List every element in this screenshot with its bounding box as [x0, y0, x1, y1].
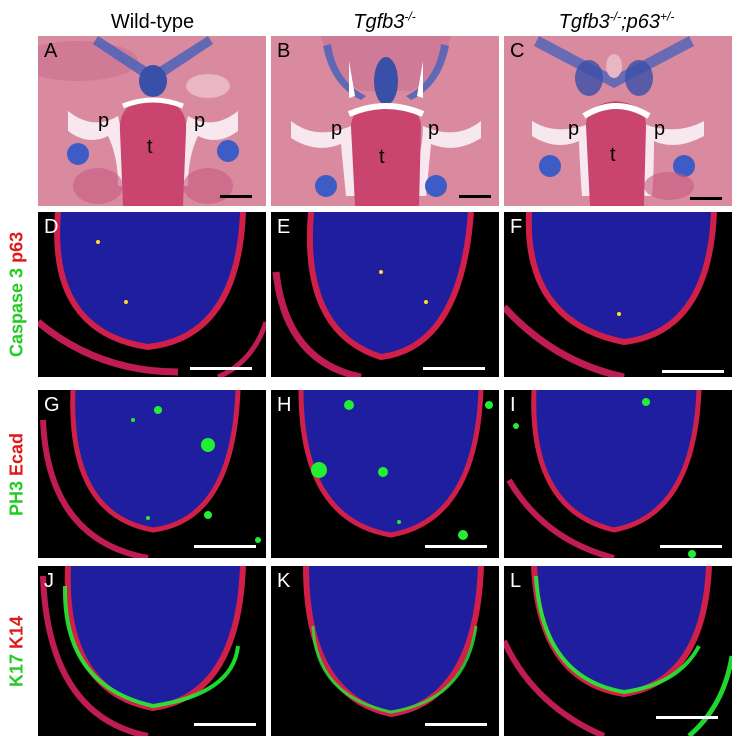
row-label-green: K17 [6, 653, 27, 687]
column-header-sup: -/- [404, 9, 416, 24]
scale-bar [425, 545, 487, 548]
panel-letter: B [277, 40, 291, 62]
row-label-ph3-ecad: PH3 Ecad [2, 390, 32, 558]
scale-bar [194, 723, 256, 726]
column-header-text-2: ;p63 [621, 11, 661, 33]
column-header-text: Tgfb3 [353, 11, 405, 33]
row-label-caspase3-p63: Caspase 3 p63 [2, 212, 32, 377]
column-header-text: Tgfb3 [558, 11, 610, 33]
panel-f-caspase3-p63: F [504, 212, 732, 377]
panel-a-histology: A p t p [38, 36, 266, 206]
panel-b-histology: B p t p [271, 36, 499, 206]
panel-letter: H [277, 394, 292, 416]
palate-label-left: p [331, 118, 343, 140]
palate-label-left: p [98, 110, 110, 132]
row-label-red: K14 [6, 615, 27, 649]
fluorescence-image [271, 390, 499, 558]
scale-bar [423, 367, 485, 370]
row-label-red: Ecad [6, 432, 27, 476]
panel-d-caspase3-p63: D [38, 212, 266, 377]
scale-bar [459, 195, 491, 198]
column-header-tgfb3-null: Tgfb3-/- [272, 8, 497, 36]
panel-j-k17-k14: J [38, 566, 266, 736]
panel-letter: E [277, 216, 291, 238]
fluorescence-image [38, 212, 266, 377]
fluorescence-image [271, 212, 499, 377]
fluorescence-image [271, 566, 499, 736]
row-label-green: Caspase 3 [6, 268, 27, 358]
palate-label-right: p [654, 118, 666, 140]
column-header-sup-2: +/- [660, 9, 675, 24]
scale-bar [660, 545, 722, 548]
scale-bar [662, 370, 724, 373]
palate-label-right: p [428, 118, 440, 140]
histology-image [504, 36, 732, 206]
palate-label-left: p [568, 118, 580, 140]
panel-c-histology: C p t p [504, 36, 732, 206]
panel-letter: F [510, 216, 523, 238]
panel-e-caspase3-p63: E [271, 212, 499, 377]
panel-letter: I [510, 394, 516, 416]
scale-bar [190, 367, 252, 370]
histology-image [271, 36, 499, 206]
histology-image [38, 36, 266, 206]
scale-bar [220, 195, 252, 198]
column-header-text: Wild-type [110, 11, 195, 33]
tongue-label: t [147, 136, 153, 158]
fluorescence-image [504, 390, 732, 558]
scale-bar [690, 197, 722, 200]
panel-letter: C [510, 40, 525, 62]
column-header-wild-type: Wild-type [40, 8, 265, 36]
fluorescence-image [504, 566, 732, 736]
scale-bar [194, 545, 256, 548]
panel-k-k17-k14: K [271, 566, 499, 736]
panel-letter: J [44, 570, 54, 592]
fluorescence-image [504, 212, 732, 377]
panel-letter: K [277, 570, 291, 592]
row-label-green: PH3 [6, 480, 27, 516]
row-label-red: p63 [6, 231, 27, 263]
panel-h-ph3-ecad: H [271, 390, 499, 558]
panel-g-ph3-ecad: G [38, 390, 266, 558]
panel-letter: L [510, 570, 522, 592]
tongue-label: t [610, 144, 616, 166]
scale-bar [656, 716, 718, 719]
panel-letter: A [44, 40, 58, 62]
row-label-k17-k14: K17 K14 [2, 566, 32, 736]
fluorescence-image [38, 566, 266, 736]
column-header-tgfb3-null-p63-het: Tgfb3-/-;p63+/- [504, 8, 729, 36]
panel-letter: D [44, 216, 59, 238]
palate-label-right: p [194, 110, 206, 132]
panel-i-ph3-ecad: I [504, 390, 732, 558]
column-header-sup: -/- [609, 9, 622, 24]
panel-l-k17-k14: L [504, 566, 732, 736]
tongue-label: t [379, 146, 385, 168]
scale-bar [425, 723, 487, 726]
panel-letter: G [44, 394, 60, 416]
fluorescence-image [38, 390, 266, 558]
